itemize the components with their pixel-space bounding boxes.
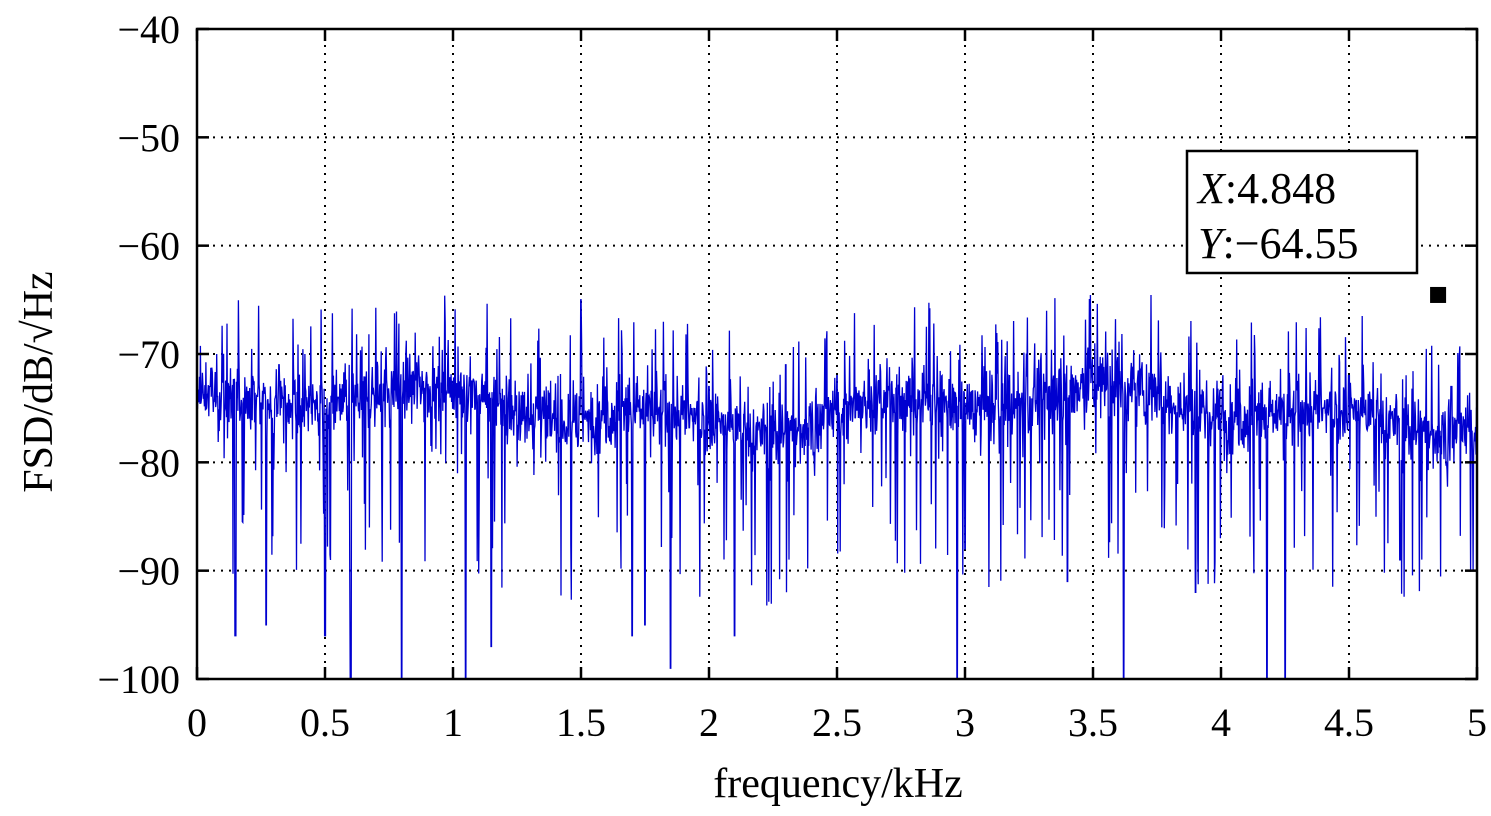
x-tick-labels: 0 0.5 1 1.5 2 2.5 3 3.5 4 4.5 5: [187, 700, 1487, 745]
x-tick-label: 5: [1467, 700, 1487, 745]
x-tick-label: 2: [699, 700, 719, 745]
x-tick-label: 4: [1211, 700, 1231, 745]
y-axis-title: FSD/dB/√Hz: [16, 271, 62, 492]
y-tick-label: −90: [117, 549, 180, 594]
data-tip-x-line: X:4.848: [1196, 164, 1336, 213]
data-tip-x-label: X: [1196, 164, 1227, 213]
y-tick-label: −70: [117, 332, 180, 377]
x-tick-label: 1.5: [556, 700, 606, 745]
x-tick-label: 4.5: [1324, 700, 1374, 745]
data-tip-box: [1185, 149, 1419, 275]
data-tip-y-value: −64.55: [1235, 219, 1359, 268]
series-layer: [196, 294, 1478, 680]
x-tick-label: 0.5: [300, 700, 350, 745]
y-tick-label: −60: [117, 224, 180, 269]
x-tick-label: 2.5: [812, 700, 862, 745]
x-tick-label: 0: [187, 700, 207, 745]
axis-ticks: [195, 27, 1479, 681]
y-tick-label: −100: [97, 657, 180, 702]
y-tick-labels: −40 −50 −60 −70 −80 −90 −100: [97, 7, 180, 702]
data-tip-x-value: 4.848: [1237, 164, 1336, 213]
data-tip-marker[interactable]: [1430, 286, 1447, 303]
x-tick-label: 3: [955, 700, 975, 745]
fsd-series-line: [196, 294, 1478, 680]
y-tick-label: −50: [117, 115, 180, 160]
x-axis-title: frequency/kHz: [713, 761, 963, 807]
data-tip-y-label: Y: [1198, 219, 1227, 268]
data-tip-y-line: Y:−64.55: [1198, 219, 1359, 268]
x-tick-label: 1: [443, 700, 463, 745]
data-tip[interactable]: X:4.848 Y:−64.55: [1185, 149, 1447, 303]
y-tick-label: −80: [117, 440, 180, 485]
y-tick-label: −40: [117, 7, 180, 52]
x-tick-label: 3.5: [1068, 700, 1118, 745]
